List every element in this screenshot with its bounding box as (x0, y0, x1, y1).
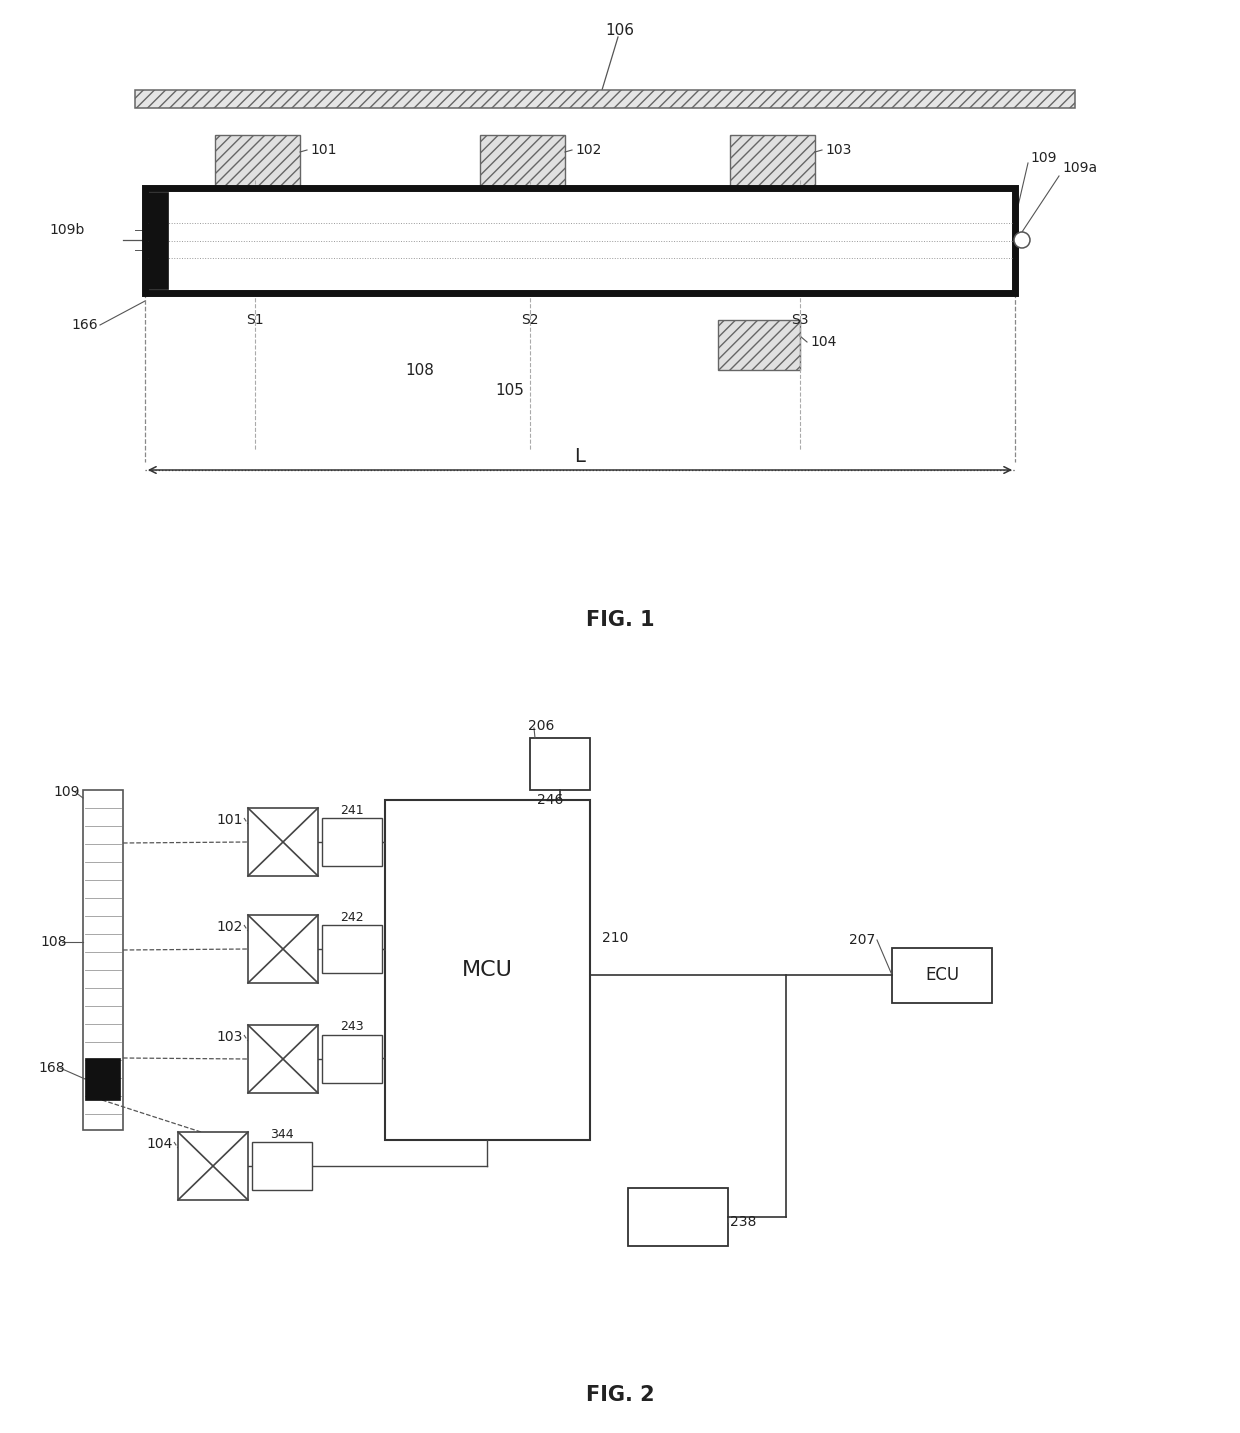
Text: S3: S3 (791, 312, 808, 327)
Text: 103: 103 (825, 143, 852, 158)
Bar (148, 192, 167, 289)
Text: 106: 106 (605, 23, 635, 37)
Text: FIG. 2: FIG. 2 (585, 1386, 655, 1404)
Bar (627, 1188, 728, 1247)
Bar (135, 90, 1075, 107)
Text: 104: 104 (146, 1136, 174, 1151)
Text: 103: 103 (217, 1030, 243, 1045)
Text: 241: 241 (340, 804, 363, 817)
Bar (83, 790, 123, 1131)
Text: S1: S1 (247, 312, 264, 327)
Text: 344: 344 (270, 1128, 294, 1141)
Text: 207: 207 (848, 933, 875, 947)
Text: 108: 108 (40, 934, 67, 949)
Text: FIG. 1: FIG. 1 (585, 610, 655, 631)
Text: 104: 104 (810, 335, 836, 350)
Bar (145, 188, 1016, 292)
Text: 242: 242 (340, 910, 363, 923)
Bar (730, 135, 815, 186)
Text: 206: 206 (528, 719, 554, 734)
Bar (248, 916, 317, 983)
Text: 101: 101 (310, 143, 336, 158)
Bar (248, 1025, 317, 1093)
Text: 168: 168 (38, 1060, 64, 1075)
Bar (480, 135, 565, 186)
Bar (215, 135, 300, 186)
Text: 109b: 109b (50, 224, 86, 236)
Bar (322, 818, 382, 866)
Circle shape (1014, 232, 1030, 248)
Text: 102: 102 (217, 920, 243, 934)
Text: L: L (574, 447, 585, 466)
Text: 243: 243 (340, 1020, 363, 1033)
Text: ECU: ECU (925, 966, 959, 984)
Text: 238: 238 (730, 1215, 756, 1230)
Bar (248, 808, 317, 876)
Text: 109: 109 (53, 785, 79, 800)
Bar (179, 1132, 248, 1199)
Text: 101: 101 (217, 813, 243, 827)
Text: 108: 108 (405, 363, 434, 377)
Bar (384, 800, 590, 1141)
Bar (529, 738, 590, 790)
Text: S2: S2 (521, 312, 538, 327)
Text: 109a: 109a (1061, 160, 1097, 175)
Text: 210: 210 (601, 931, 629, 944)
Bar (322, 1035, 382, 1083)
Text: 102: 102 (575, 143, 601, 158)
Bar (892, 949, 992, 1003)
Text: 109: 109 (1030, 150, 1056, 165)
Text: 166: 166 (72, 318, 98, 332)
Text: 105: 105 (496, 383, 525, 397)
Text: MCU: MCU (461, 960, 512, 980)
Bar (252, 1142, 312, 1189)
Bar (718, 320, 800, 370)
Bar (322, 924, 382, 973)
Bar (86, 1058, 120, 1101)
Text: 246: 246 (537, 792, 563, 807)
